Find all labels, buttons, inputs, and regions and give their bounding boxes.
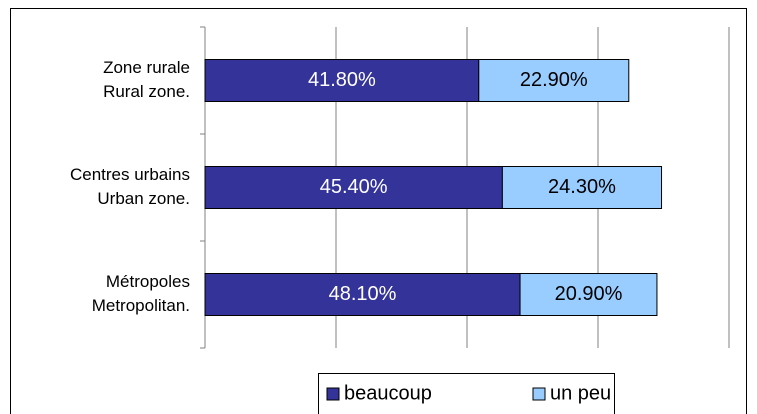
bar-segment <box>204 59 480 102</box>
data-label: 20.90% <box>555 283 623 305</box>
bar-segment <box>519 273 658 316</box>
data-label: 24.30% <box>548 176 616 198</box>
y-tick-label: Centres urbains <box>70 165 190 184</box>
bar-segment <box>478 59 630 102</box>
legend-label: un peu <box>550 382 611 404</box>
y-tick-label: Rural zone. <box>103 82 190 101</box>
bar-segment <box>204 273 521 316</box>
legend-label: beaucoup <box>344 382 432 404</box>
y-tick-label: Zone rurale <box>103 58 190 77</box>
legend-swatch <box>326 387 340 401</box>
data-label: 22.90% <box>520 69 588 91</box>
legend-swatch <box>532 387 546 401</box>
data-label: 48.10% <box>329 283 397 305</box>
bar-segment <box>204 166 503 209</box>
y-tick-label: Métropoles <box>106 272 190 291</box>
y-tick-label: Metropolitan. <box>92 296 190 315</box>
data-label: 45.40% <box>320 176 388 198</box>
data-label: 41.80% <box>308 69 376 91</box>
y-tick-label: Urban zone. <box>97 189 190 208</box>
bar-segment <box>501 166 663 209</box>
legend-box <box>318 373 615 414</box>
